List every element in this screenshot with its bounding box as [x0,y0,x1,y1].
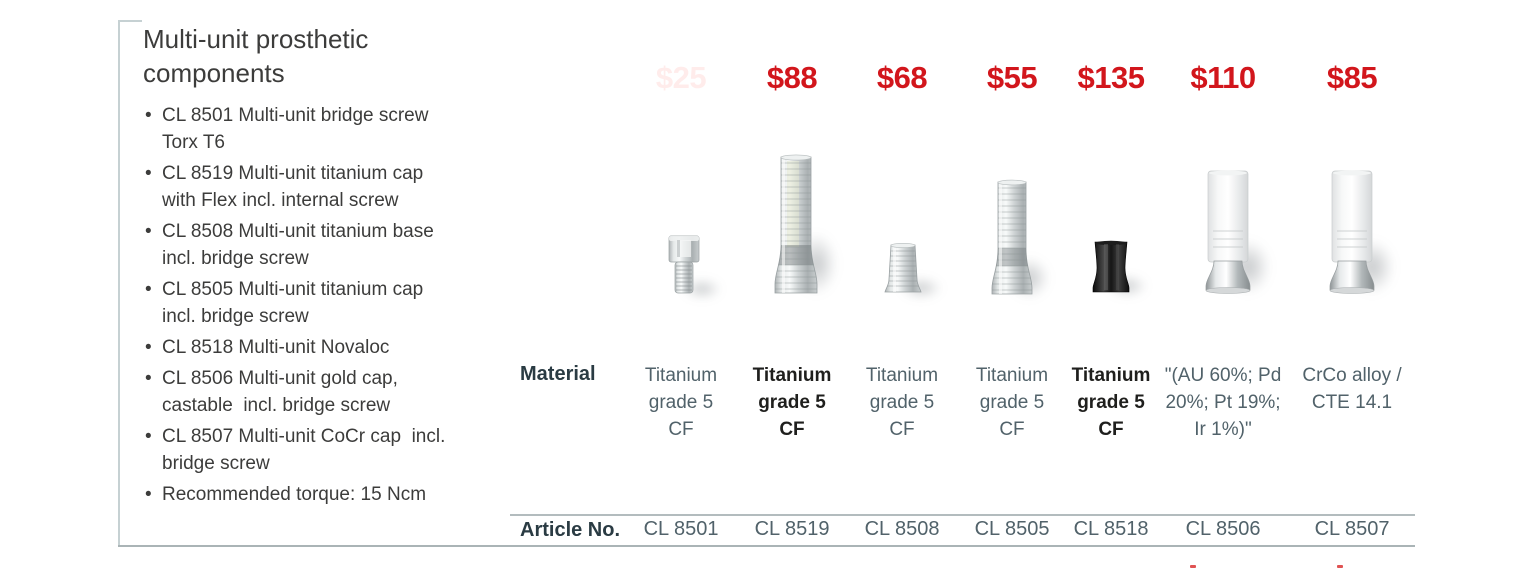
article-no-cl-8508: CL 8508 [864,518,940,540]
material-cl-8506: "(AU 60%; Pd 20%; Pt 19%; Ir 1%)" [1164,365,1282,440]
list-item: Recommended torque: 15 Ncm [145,481,451,508]
panel-top-border-stub [118,20,142,22]
product-image-cl-8507-cocr-cap [1328,169,1376,302]
material-cl-8505: Titanium grade 5 CF [975,365,1049,440]
material-cl-8508: Titanium grade 5 CF [865,365,939,440]
list-item: CL 8505 Multi-unit titanium cap incl. br… [145,276,451,330]
list-item: CL 8506 Multi-unit gold cap, castable in… [145,365,451,419]
product-image-cl-8518-novaloc-cap [1089,240,1133,299]
price-cl-8519: $88 [766,60,818,95]
material-cl-8518: Titanium grade 5 CF [1071,365,1151,440]
product-image-cl-8519-titanium-cap [774,153,818,302]
article-no-cl-8518: CL 8518 [1073,518,1149,540]
article-no-cl-8507: CL 8507 [1314,518,1390,540]
cropped-price-artifact [1190,565,1196,568]
panel-left-border [118,20,120,546]
article-no-cl-8519: CL 8519 [754,518,830,540]
list-item: CL 8519 Multi-unit titanium cap with Fle… [145,160,451,214]
article-row-top-rule [510,514,1415,516]
component-list: CL 8501 Multi-unit bridge screw Torx T6 … [145,102,451,512]
list-item: CL 8501 Multi-unit bridge screw Torx T6 [145,102,451,156]
list-item: CL 8518 Multi-unit Novaloc [145,334,451,361]
page-title: Multi-unit prosthetic components [143,24,369,88]
product-image-cl-8508-titanium-base [879,241,927,302]
price-cl-8507: $85 [1326,60,1378,95]
product-image-cl-8501-bridge-screw [664,234,704,301]
price-cl-8518: $135 [1077,60,1145,95]
article-no-cl-8501: CL 8501 [643,518,719,540]
cropped-price-artifact [1337,565,1343,568]
material-cl-8501: Titanium grade 5 CF [644,365,718,440]
price-cl-8501: $25 [655,60,707,95]
material-cl-8519: Titanium grade 5 CF [752,365,832,440]
article-row-bottom-rule [118,545,1415,547]
list-item: CL 8507 Multi-unit CoCr cap incl. bridge… [145,423,451,477]
list-item: CL 8508 Multi-unit titanium base incl. b… [145,218,451,272]
material-row-label: Material [520,363,596,385]
price-cl-8506: $110 [1190,60,1256,95]
article-no-cl-8505: CL 8505 [974,518,1050,540]
product-image-cl-8505-titanium-cap [990,178,1034,303]
product-image-cl-8506-gold-cap [1204,169,1252,302]
price-cl-8505: $55 [986,60,1038,95]
material-cl-8507: CrCo alloy / CTE 14.1 [1302,365,1402,413]
price-cl-8508: $68 [876,60,928,95]
article-no-cl-8506: CL 8506 [1185,518,1261,540]
article-row-label: Article No. [520,519,621,541]
